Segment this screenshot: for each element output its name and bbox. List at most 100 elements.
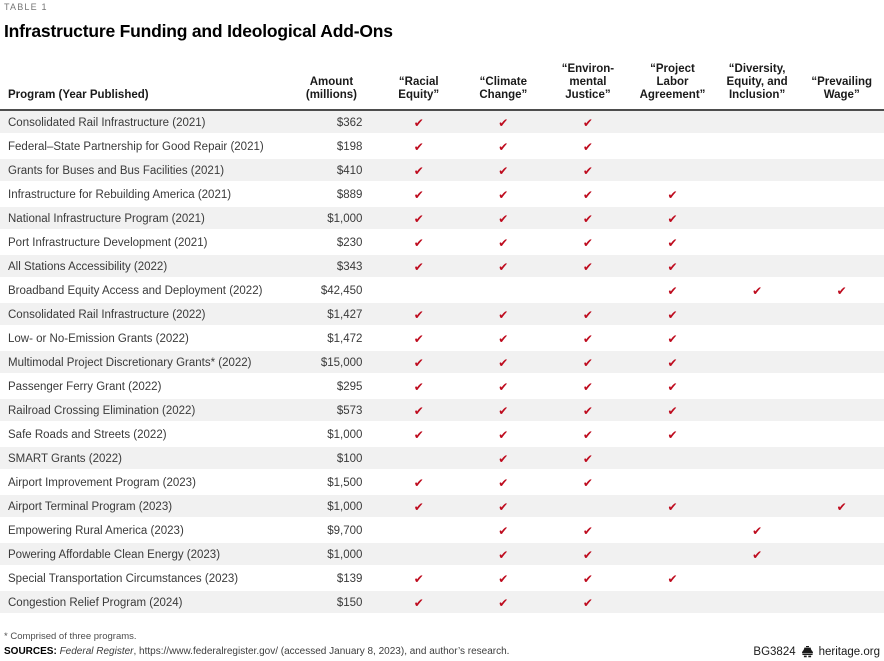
check-mark-icon: ✔ <box>667 284 678 298</box>
check-mark-icon: ✔ <box>582 596 593 610</box>
program-cell: Broadband Equity Access and Deployment (… <box>8 285 263 297</box>
check-mark-icon: ✔ <box>582 236 593 250</box>
check-mark-icon: ✔ <box>498 452 509 466</box>
check-mark-icon: ✔ <box>582 428 593 442</box>
document-id: BG3824 <box>753 646 796 658</box>
check-mark-icon: ✔ <box>667 236 678 250</box>
site-link[interactable]: heritage.org <box>818 646 880 658</box>
check-mark-icon: ✔ <box>498 212 509 226</box>
check-mark-icon: ✔ <box>413 596 424 610</box>
check-mark-icon: ✔ <box>413 188 424 202</box>
program-cell: Congestion Relief Program (2024) <box>8 597 183 609</box>
amount-cell: $295 <box>336 381 363 393</box>
check-mark-icon: ✔ <box>582 404 593 418</box>
amount-cell: $1,500 <box>327 477 363 489</box>
check-mark-icon: ✔ <box>413 500 424 514</box>
check-mark-icon: ✔ <box>752 524 763 538</box>
table-kicker: TABLE 1 <box>4 2 48 12</box>
check-mark-icon: ✔ <box>582 308 593 322</box>
table-row: Consolidated Rail Infrastructure (2021) $… <box>0 111 884 135</box>
table-row: Passenger Ferry Grant (2022) $295 ✔ ✔ ✔ ✔ <box>0 375 884 399</box>
check-mark-icon: ✔ <box>582 524 593 538</box>
page-title: Infrastructure Funding and Ideological A… <box>4 21 393 41</box>
check-mark-icon: ✔ <box>413 476 424 490</box>
check-mark-icon: ✔ <box>582 140 593 154</box>
amount-cell: $1,472 <box>327 333 363 345</box>
program-cell: Port Infrastructure Development (2021) <box>8 237 208 249</box>
check-mark-icon: ✔ <box>413 404 424 418</box>
amount-cell: $1,000 <box>327 213 363 225</box>
program-cell: Passenger Ferry Grant (2022) <box>8 381 162 393</box>
check-mark-icon: ✔ <box>667 404 678 418</box>
column-header-diversity-equity-inclusion: “Diversity, Equity, and Inclusion” <box>726 63 788 101</box>
check-mark-icon: ✔ <box>498 596 509 610</box>
check-mark-icon: ✔ <box>413 212 424 226</box>
table-row: SMART Grants (2022) $100 ✔ ✔ <box>0 447 884 471</box>
column-header-program: Program (Year Published) <box>8 89 149 101</box>
program-cell: All Stations Accessibility (2022) <box>8 261 168 273</box>
amount-cell: $139 <box>336 573 363 585</box>
footnote: * Comprised of three programs. <box>4 631 137 642</box>
program-cell: Low- or No-Emission Grants (2022) <box>8 333 189 345</box>
amount-cell: $343 <box>336 261 363 273</box>
check-mark-icon: ✔ <box>582 188 593 202</box>
check-mark-icon: ✔ <box>752 548 763 562</box>
sources-label: SOURCES: <box>4 646 57 657</box>
check-mark-icon: ✔ <box>413 308 424 322</box>
table-row: Broadband Equity Access and Deployment (… <box>0 279 884 303</box>
amount-cell: $230 <box>336 237 363 249</box>
check-mark-icon: ✔ <box>582 116 593 130</box>
program-cell: Grants for Buses and Bus Facilities (202… <box>8 165 225 177</box>
table-row: Grants for Buses and Bus Facilities (202… <box>0 159 884 183</box>
program-cell: Consolidated Rail Infrastructure (2022) <box>8 309 206 321</box>
check-mark-icon: ✔ <box>413 572 424 586</box>
check-mark-icon: ✔ <box>498 164 509 178</box>
check-mark-icon: ✔ <box>498 332 509 346</box>
table-body: Consolidated Rail Infrastructure (2021) $… <box>0 111 884 615</box>
amount-cell: $410 <box>336 165 363 177</box>
program-cell: Safe Roads and Streets (2022) <box>8 429 167 441</box>
check-mark-icon: ✔ <box>413 380 424 394</box>
check-mark-icon: ✔ <box>667 356 678 370</box>
check-mark-icon: ✔ <box>582 476 593 490</box>
amount-cell: $1,000 <box>327 429 363 441</box>
table-row: Railroad Crossing Elimination (2022) $573… <box>0 399 884 423</box>
amount-cell: $15,000 <box>320 357 363 369</box>
program-cell: Airport Terminal Program (2023) <box>8 501 173 513</box>
check-mark-icon: ✔ <box>413 116 424 130</box>
amount-cell: $362 <box>336 117 363 129</box>
check-mark-icon: ✔ <box>582 212 593 226</box>
sources-line: SOURCES: Federal Register, https://www.f… <box>4 645 509 658</box>
amount-cell: $198 <box>336 141 363 153</box>
table-row: Congestion Relief Program (2024) $150 ✔ ✔ ✔ <box>0 591 884 615</box>
check-mark-icon: ✔ <box>667 332 678 346</box>
check-mark-icon: ✔ <box>582 572 593 586</box>
program-cell: Multimodal Project Discretionary Grants*… <box>8 357 252 369</box>
table-row: Empowering Rural America (2023) $9,700 ✔ ✔ ✔ <box>0 519 884 543</box>
check-mark-icon: ✔ <box>413 428 424 442</box>
check-mark-icon: ✔ <box>413 236 424 250</box>
amount-cell: $889 <box>336 189 363 201</box>
check-mark-icon: ✔ <box>667 212 678 226</box>
table-row: All Stations Accessibility (2022) $343 ✔ ✔ ✔… <box>0 255 884 279</box>
check-mark-icon: ✔ <box>667 428 678 442</box>
check-mark-icon: ✔ <box>667 188 678 202</box>
table-row: Airport Terminal Program (2023) $1,000 ✔ ✔ ✔… <box>0 495 884 519</box>
program-cell: Powering Affordable Clean Energy (2023) <box>8 549 221 561</box>
check-mark-icon: ✔ <box>498 428 509 442</box>
check-mark-icon: ✔ <box>498 356 509 370</box>
sources-publication: Federal Register <box>59 646 134 657</box>
program-cell: Consolidated Rail Infrastructure (2021) <box>8 117 206 129</box>
program-cell: National Infrastructure Program (2021) <box>8 213 205 225</box>
check-mark-icon: ✔ <box>498 380 509 394</box>
table-row: Safe Roads and Streets (2022) $1,000 ✔ ✔ ✔ ✔ <box>0 423 884 447</box>
column-header-environmental-justice: “Environ- mental Justice” <box>561 63 615 101</box>
column-header-racial-equity: “Racial Equity” <box>398 76 440 101</box>
check-mark-icon: ✔ <box>582 452 593 466</box>
program-cell: Airport Improvement Program (2023) <box>8 477 196 489</box>
check-mark-icon: ✔ <box>582 548 593 562</box>
table-row: National Infrastructure Program (2021) $1… <box>0 207 884 231</box>
column-header-prevailing-wage: “Prevailing Wage” <box>811 76 873 101</box>
program-cell: Empowering Rural America (2023) <box>8 525 184 537</box>
table-row: Infrastructure for Rebuilding America (2… <box>0 183 884 207</box>
